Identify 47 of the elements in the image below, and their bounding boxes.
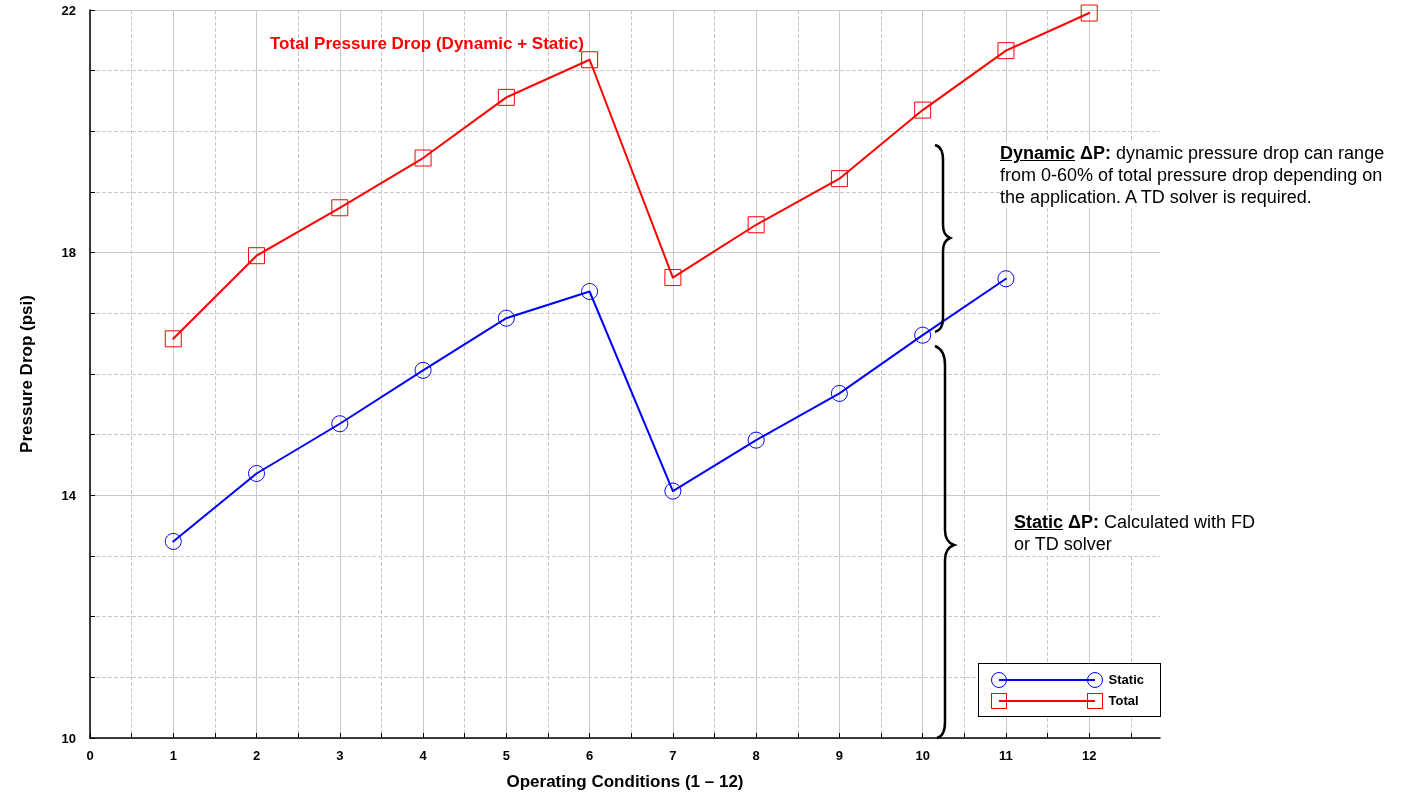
- annotation: Dynamic ΔP: dynamic pressure drop can range from 0-60% of total pressure drop depending on the application. A TD solver is required.: [1000, 143, 1385, 207]
- x-tick-label: 8: [752, 748, 760, 763]
- y-tick-label: 10: [61, 730, 76, 746]
- point: [164, 532, 182, 550]
- point: [914, 101, 932, 119]
- y-tick-label: 18: [61, 245, 76, 261]
- point: [248, 247, 266, 265]
- point: [664, 269, 682, 287]
- x-tick-label: 11: [999, 748, 1013, 763]
- point: [1080, 4, 1098, 22]
- point: [581, 283, 599, 300]
- point: [747, 431, 765, 449]
- text: Total Pressure Drop (Dynamic + Static): [270, 34, 584, 53]
- point: [997, 270, 1015, 288]
- point: [248, 465, 266, 482]
- x-axis-title: Operating Conditions (1 – 12): [506, 772, 744, 791]
- x-tick-label: 1: [169, 748, 177, 763]
- point: [497, 88, 515, 106]
- point: [664, 482, 682, 500]
- point: [414, 149, 432, 167]
- point: [581, 51, 599, 69]
- x-tick-label: 6: [585, 748, 594, 763]
- point: [997, 42, 1015, 60]
- point: [497, 309, 515, 327]
- y-tick-label: 22: [61, 2, 76, 18]
- point: [331, 199, 349, 217]
- legend-label: Total: [1108, 693, 1139, 708]
- x-tick-label: 2: [252, 748, 261, 763]
- x-tick-label: 12: [1081, 748, 1097, 763]
- point: [830, 170, 848, 188]
- y-axis-title: Pressure Drop (psi): [17, 295, 36, 453]
- annotation: Static ΔP: Calculated with FD or TD solver: [1014, 512, 1256, 554]
- x-tick-label: 4: [419, 748, 428, 763]
- point: [914, 326, 932, 344]
- y-tick-label: 14: [61, 487, 77, 503]
- point: [331, 415, 349, 433]
- point: [830, 384, 848, 402]
- x-tick-label: 0: [86, 748, 94, 763]
- x-tick-label: 9: [835, 748, 844, 763]
- legend-label: Static: [1108, 672, 1144, 687]
- point: [747, 216, 765, 234]
- x-tick-label: 7: [669, 748, 677, 763]
- x-tick-label: 5: [502, 748, 510, 763]
- x-tick-label: 10: [915, 748, 930, 763]
- point: [164, 330, 182, 348]
- point: [414, 361, 432, 379]
- x-tick-label: 3: [336, 748, 344, 763]
